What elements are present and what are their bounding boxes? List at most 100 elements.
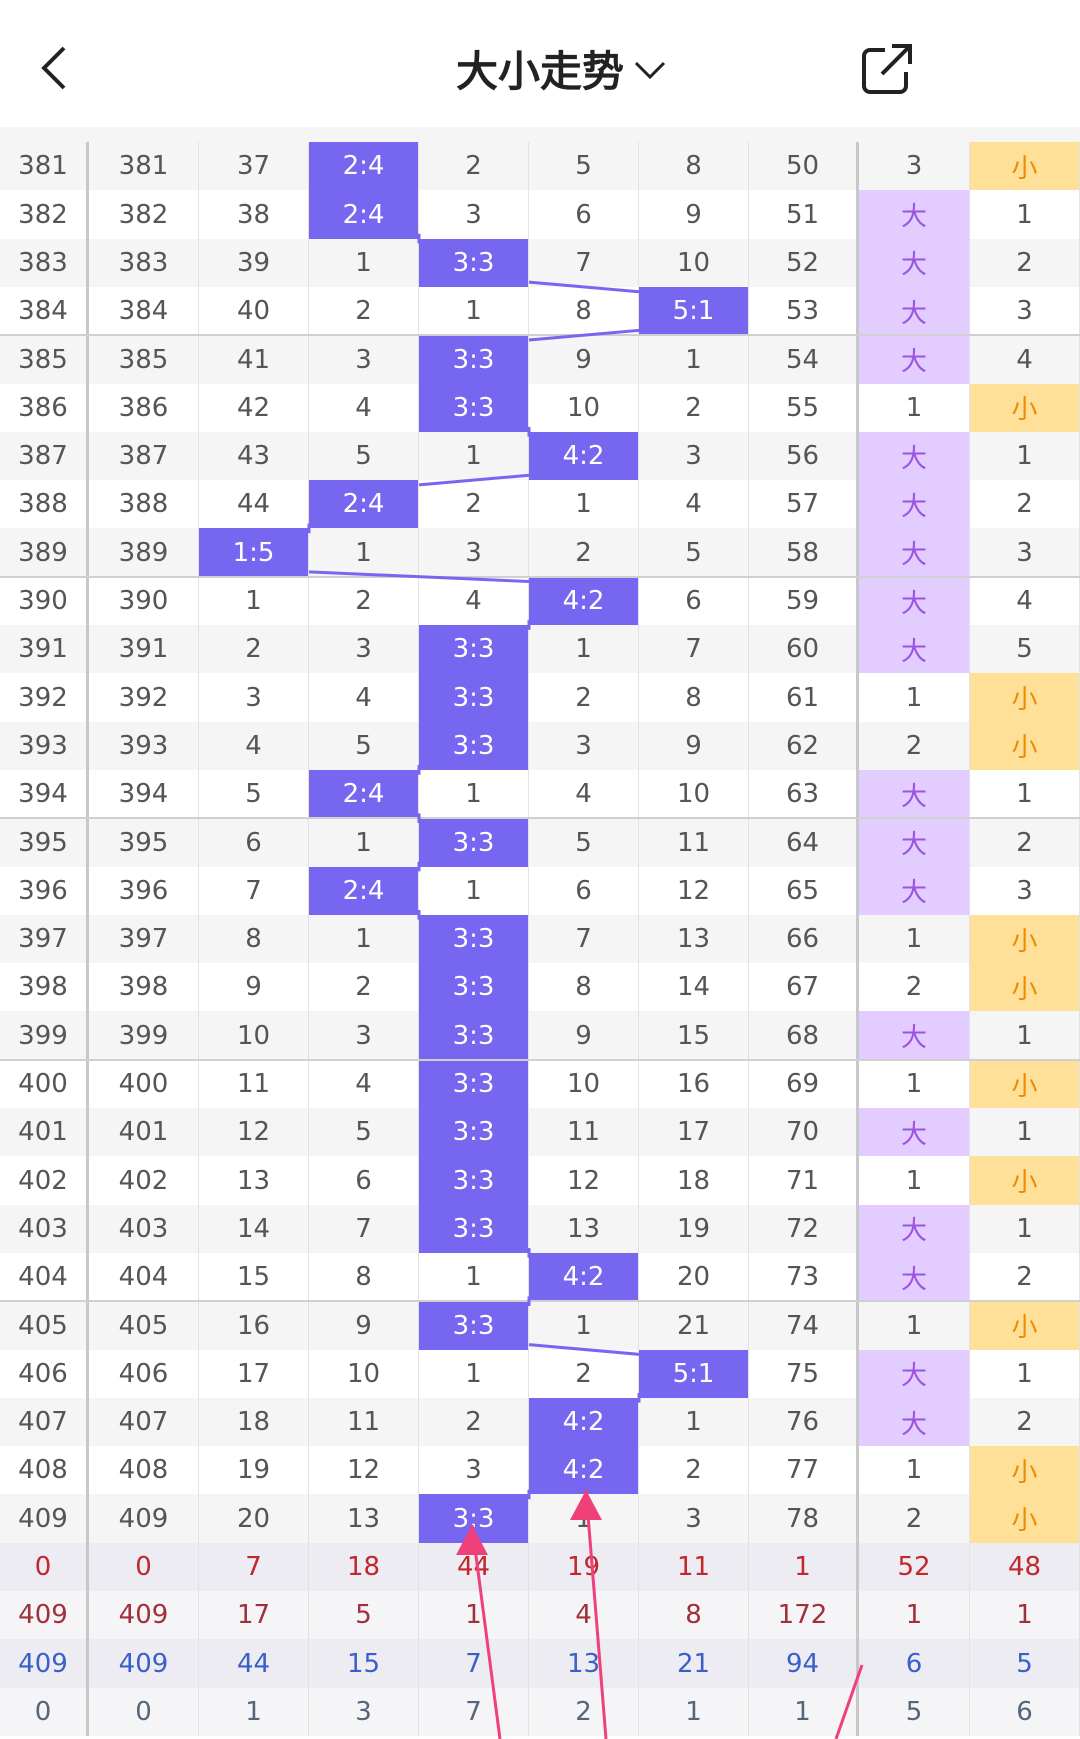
table-cell: 408 <box>0 1446 89 1495</box>
table-cell: 大 <box>859 431 970 481</box>
table-cell: 12 <box>639 866 749 916</box>
table-cell: 1 <box>419 1349 529 1399</box>
table-cell: 11 <box>639 1542 749 1592</box>
table-cell: 2 <box>419 480 529 529</box>
trend-line <box>418 473 530 487</box>
table-cell: 11 <box>199 1059 309 1109</box>
share-button[interactable] <box>862 44 912 94</box>
table-cell: 11 <box>309 1397 419 1447</box>
table-cell: 2 <box>859 721 970 771</box>
table-cell: 2 <box>419 142 529 191</box>
table-cell: 59 <box>749 576 859 626</box>
table-cell: 399 <box>89 1011 199 1061</box>
table-cell: 17 <box>639 1108 749 1157</box>
table-cell: 3:3 <box>419 1108 529 1157</box>
table-cell: 390 <box>89 576 199 626</box>
table-cell: 3:3 <box>419 1011 529 1061</box>
table-cell: 3 <box>419 1446 529 1495</box>
table-cell: 20 <box>199 1494 309 1544</box>
table-cell: 1 <box>859 1446 970 1495</box>
table-cell: 3 <box>419 528 529 578</box>
group-divider <box>0 817 1080 820</box>
table-cell: 73 <box>749 1252 859 1302</box>
table-cell: 17 <box>199 1349 309 1399</box>
table-cell: 400 <box>89 1059 199 1109</box>
table-cell: 8 <box>639 673 749 723</box>
table-cell: 4 <box>639 480 749 529</box>
table-cell: 401 <box>89 1108 199 1157</box>
table-cell: 7 <box>199 1542 309 1592</box>
table-cell: 2 <box>529 1687 639 1737</box>
table-cell: 3 <box>309 335 419 384</box>
table-cell: 5 <box>309 1108 419 1157</box>
table-cell: 2 <box>309 576 419 626</box>
table-cell: 4 <box>309 1059 419 1109</box>
trend-line <box>528 1343 640 1356</box>
dropdown-arrow[interactable] <box>634 61 666 80</box>
table-cell: 13 <box>529 1204 639 1254</box>
group-divider <box>0 575 1080 578</box>
table-cell: 19 <box>199 1446 309 1495</box>
table-cell: 3 <box>859 142 970 191</box>
table-cell: 5 <box>309 1591 419 1640</box>
back-button[interactable] <box>41 46 66 90</box>
table-cell: 77 <box>749 1446 859 1495</box>
table-cell: 382 <box>89 190 199 240</box>
table-cell: 397 <box>89 914 199 964</box>
table-cell: 387 <box>0 431 89 481</box>
table-cell: 1 <box>309 238 419 288</box>
table-cell: 小 <box>970 963 1080 1012</box>
table-cell: 4 <box>309 383 419 433</box>
table-cell: 4 <box>199 721 309 771</box>
table-cell: 52 <box>749 238 859 288</box>
table-cell: 72 <box>749 1204 859 1254</box>
table-cell: 1 <box>639 1397 749 1447</box>
table-cell: 395 <box>89 818 199 867</box>
table-cell: 小 <box>970 914 1080 964</box>
table-cell: 8 <box>529 963 639 1012</box>
table-cell: 44 <box>199 1639 309 1689</box>
table-cell: 6 <box>199 818 309 867</box>
table-cell: 1 <box>529 1301 639 1350</box>
table-cell: 5 <box>529 818 639 867</box>
table-cell: 409 <box>89 1494 199 1544</box>
table-cell: 3:3 <box>419 1301 529 1350</box>
table-cell: 3:3 <box>419 1059 529 1109</box>
table-cell: 3 <box>419 190 529 240</box>
table-cell: 6 <box>529 866 639 916</box>
table-cell: 2 <box>970 480 1080 529</box>
table-cell: 13 <box>309 1494 419 1544</box>
table-cell: 384 <box>89 286 199 336</box>
table-cell: 3:3 <box>419 721 529 771</box>
table-cell: 404 <box>89 1252 199 1302</box>
table-cell: 小 <box>970 1059 1080 1109</box>
table-cell: 400 <box>0 1059 89 1109</box>
table-cell: 4:2 <box>529 1397 639 1447</box>
table-cell: 大 <box>859 1349 970 1399</box>
table-cell: 3:3 <box>419 818 529 867</box>
table-cell: 3:3 <box>419 625 529 674</box>
table-cell: 402 <box>0 1156 89 1206</box>
table-cell: 12 <box>529 1156 639 1206</box>
table-cell: 389 <box>89 528 199 578</box>
table-cell: 4:2 <box>529 1446 639 1495</box>
table-cell: 75 <box>749 1349 859 1399</box>
table-cell: 389 <box>0 528 89 578</box>
table-cell: 8 <box>529 286 639 336</box>
table-cell: 1 <box>309 818 419 867</box>
trend-line <box>528 280 640 294</box>
table-cell: 388 <box>0 480 89 529</box>
table-cell: 396 <box>89 866 199 916</box>
table-cell: 53 <box>749 286 859 336</box>
table-cell: 15 <box>309 1639 419 1689</box>
page-title[interactable]: 大小走势 <box>455 47 624 96</box>
table-cell: 381 <box>89 142 199 191</box>
table-cell: 403 <box>89 1204 199 1254</box>
table-cell: 394 <box>89 769 199 819</box>
table-cell: 16 <box>639 1059 749 1109</box>
table-cell: 3 <box>639 1494 749 1544</box>
table-cell: 60 <box>749 625 859 674</box>
table-cell: 18 <box>639 1156 749 1206</box>
table-cell: 390 <box>0 576 89 626</box>
